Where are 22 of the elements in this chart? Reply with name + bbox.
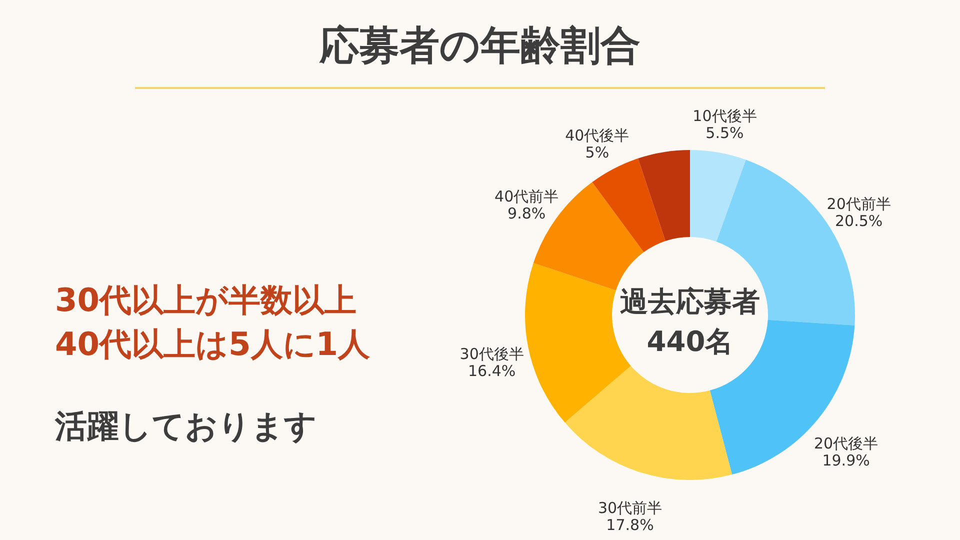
- slice-label: 30代後半: [460, 345, 524, 364]
- data-label: 20.5%: [835, 212, 883, 230]
- data-label: 19.9%: [822, 451, 870, 470]
- text: 活躍しております: [55, 406, 317, 447]
- slice-label: 40代前半: [494, 187, 559, 206]
- slice-label: 20代後半: [814, 434, 878, 452]
- slice-label: 40代後半: [565, 126, 630, 145]
- chart-title: 応募者の年齢割合: [318, 22, 642, 71]
- slice-label: 30代前半: [598, 498, 662, 517]
- donut-slice: [592, 158, 666, 252]
- data-label: 16.4%: [468, 362, 516, 380]
- data-label: 5.5%: [706, 124, 744, 142]
- slice-label: 20代前半: [826, 195, 891, 214]
- donut-slice: [638, 150, 690, 241]
- donut-slice: [690, 150, 746, 242]
- data-label: 9.8%: [508, 204, 546, 222]
- text: 30代以上が半数以上 40代以上は5人に1人: [55, 280, 370, 365]
- data-label: 5%: [585, 144, 610, 162]
- text: 過去応募者 440名: [619, 284, 761, 360]
- slice-label: 10代後半: [692, 107, 757, 126]
- donut-slice: [564, 366, 732, 480]
- data-label: 17.8%: [606, 516, 654, 534]
